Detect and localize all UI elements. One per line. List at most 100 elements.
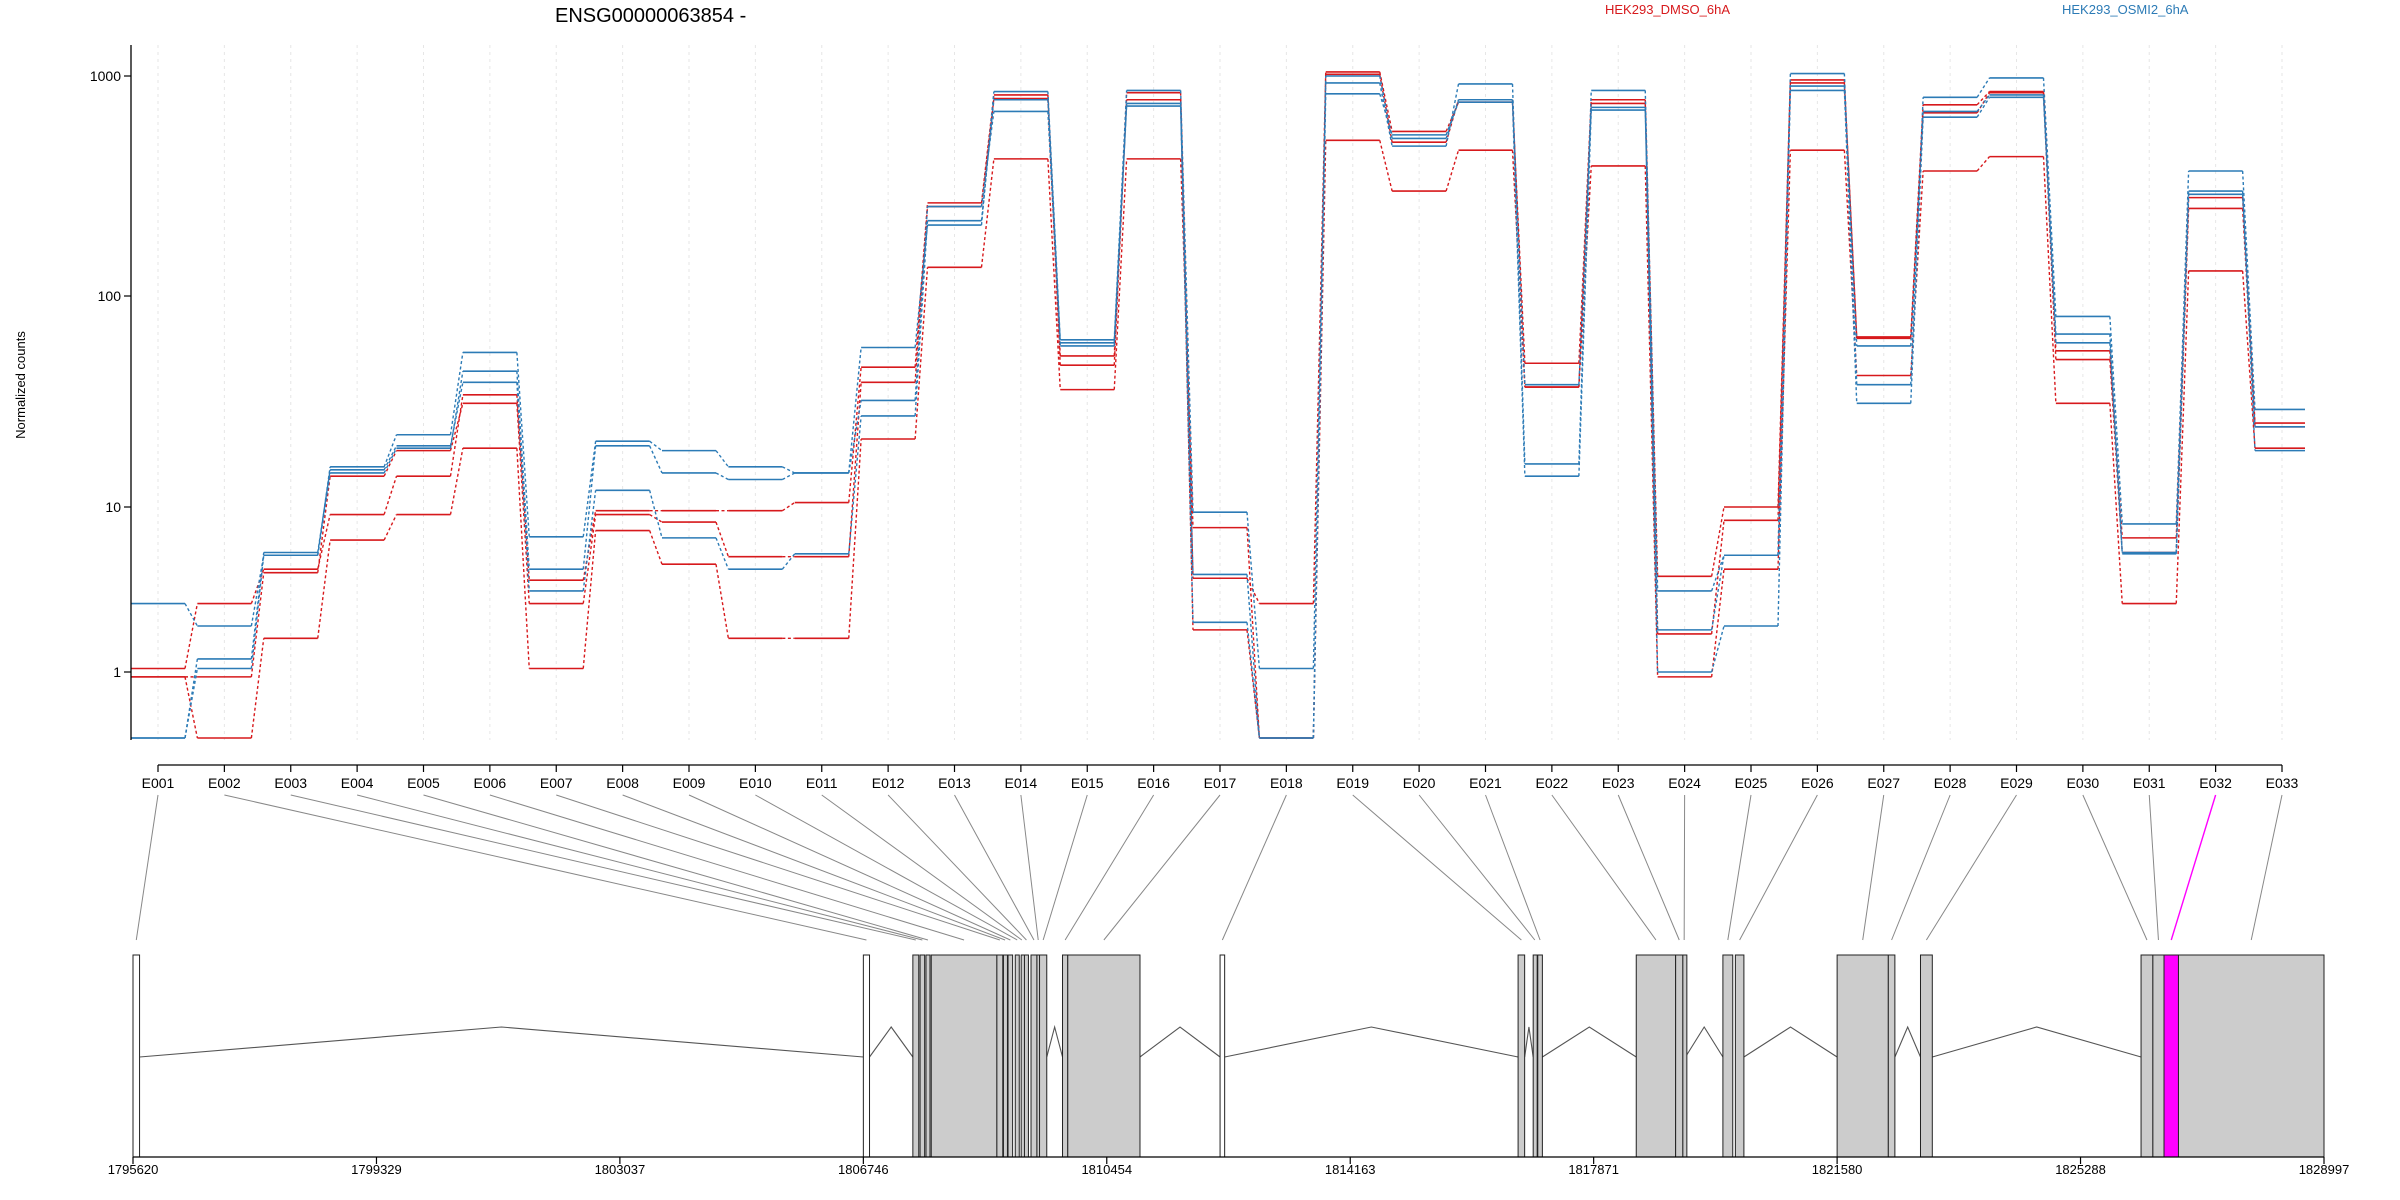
exon-box [1067,954,1141,1158]
series-transition [184,658,199,739]
series-transition [715,472,729,481]
exon-connector [1020,794,1039,941]
exon-box [1682,954,1688,1158]
series-transition [1246,622,1261,739]
series-transition [648,490,663,539]
intron-line [1932,1026,2142,1058]
intron-line [869,1026,914,1058]
series-transition [582,514,597,604]
exon-connector [1891,794,1951,941]
axes [130,45,2282,766]
series-transition [317,514,331,570]
genome-tick-label: 1817871 [1568,1162,1619,1177]
series-transition [1843,86,1858,346]
exon-box [1517,954,1526,1158]
series-transition [1710,520,1725,635]
exon-box [132,954,141,1158]
series-transition [516,448,530,669]
series-transition [2042,97,2057,343]
x-tick-label: E011 [806,775,838,791]
genome-tick-label: 1821580 [1812,1162,1863,1177]
exon-connector [1739,794,1818,941]
series-transition [1578,90,1592,464]
series-transition [184,676,199,739]
exon-connector [688,794,1011,941]
intron-line [139,1026,864,1058]
exon-box [2163,954,2179,1158]
exon-box [912,954,920,1158]
series-transition [383,475,398,515]
series-transition [1179,103,1194,623]
series-transition [2241,194,2256,427]
x-tick-label: E029 [2000,775,2033,791]
exon-connectors [135,794,2283,941]
series-transition [2109,316,2123,524]
genome-tick-label: 1810454 [1081,1162,1132,1177]
exon-connector [1485,794,1541,941]
exon-connector [2082,794,2148,941]
x-ticks: E001 E002 E003 E004 E005 E006 E007 E008 E009 E010… [142,765,2299,791]
x-tick-label: E012 [872,775,905,791]
exon-connector [224,794,867,941]
genome-axis: 1795620 1799329 1803037 1806746 1810454 18141… [108,1156,2350,1177]
series-transition [914,206,929,401]
series-transition [1246,577,1261,604]
series-line [131,75,2305,739]
exon-connector [135,794,159,941]
genome-tick-label: 1814163 [1325,1162,1376,1177]
series-transition [2241,270,2256,449]
series-transition [1976,94,1991,112]
exon-box [1007,954,1014,1158]
series-transition [1379,82,1393,147]
series-transition [2175,194,2190,554]
series-transition [2109,342,2123,553]
exon-box [2140,954,2154,1158]
exon-box [1062,954,1069,1158]
exon-box [1836,954,1889,1158]
series-transition [184,603,199,669]
series-transition [1644,110,1659,630]
series-transition [1246,527,1261,739]
series-transition [449,394,464,477]
series-transition [715,564,730,639]
exon-connector [1551,794,1657,941]
series-transition [2241,170,2256,410]
x-tick-label: E003 [274,775,307,791]
x-tick-label: E019 [1336,775,1369,791]
series-transition [980,158,995,268]
exon-connector [622,794,1006,941]
exon-box [1219,954,1226,1158]
exon-connector [755,794,1018,941]
genome-tick-label: 1825288 [2055,1162,2106,1177]
series-transition [250,572,265,677]
x-tick-label: E015 [1071,775,1104,791]
series-transition [1113,106,1128,346]
exon-connector [556,794,1000,941]
exon-box [1002,954,1008,1158]
intron-line [1524,1026,1534,1058]
series-transition [1910,111,1924,346]
x-tick-label: E014 [1005,775,1038,791]
series-transition [582,445,597,570]
genome-tick-label: 1795620 [108,1162,159,1177]
gene-model [132,954,2325,1158]
series-transition [1379,140,1393,192]
x-tick-label: E010 [739,775,772,791]
x-tick-label: E009 [673,775,706,791]
y-tick-label: 100 [98,288,122,304]
x-tick-label: E021 [1469,775,1502,791]
intron-line [1224,1026,1519,1058]
series-transition [1312,71,1327,604]
series-line [131,139,2305,739]
exon-box [1039,954,1048,1158]
exon-box [1023,954,1029,1158]
series-transition [2175,270,2190,604]
genome-tick-label: 1828997 [2299,1162,2350,1177]
series-transition [715,450,729,468]
legend-label-dmso: HEK293_DMSO_6hA [1605,2,1730,17]
exon-connector [1103,794,1221,941]
genome-tick-label: 1803037 [595,1162,646,1177]
series-transition [1710,555,1725,592]
exon-box [1887,954,1896,1158]
series-transition [2109,334,2123,554]
